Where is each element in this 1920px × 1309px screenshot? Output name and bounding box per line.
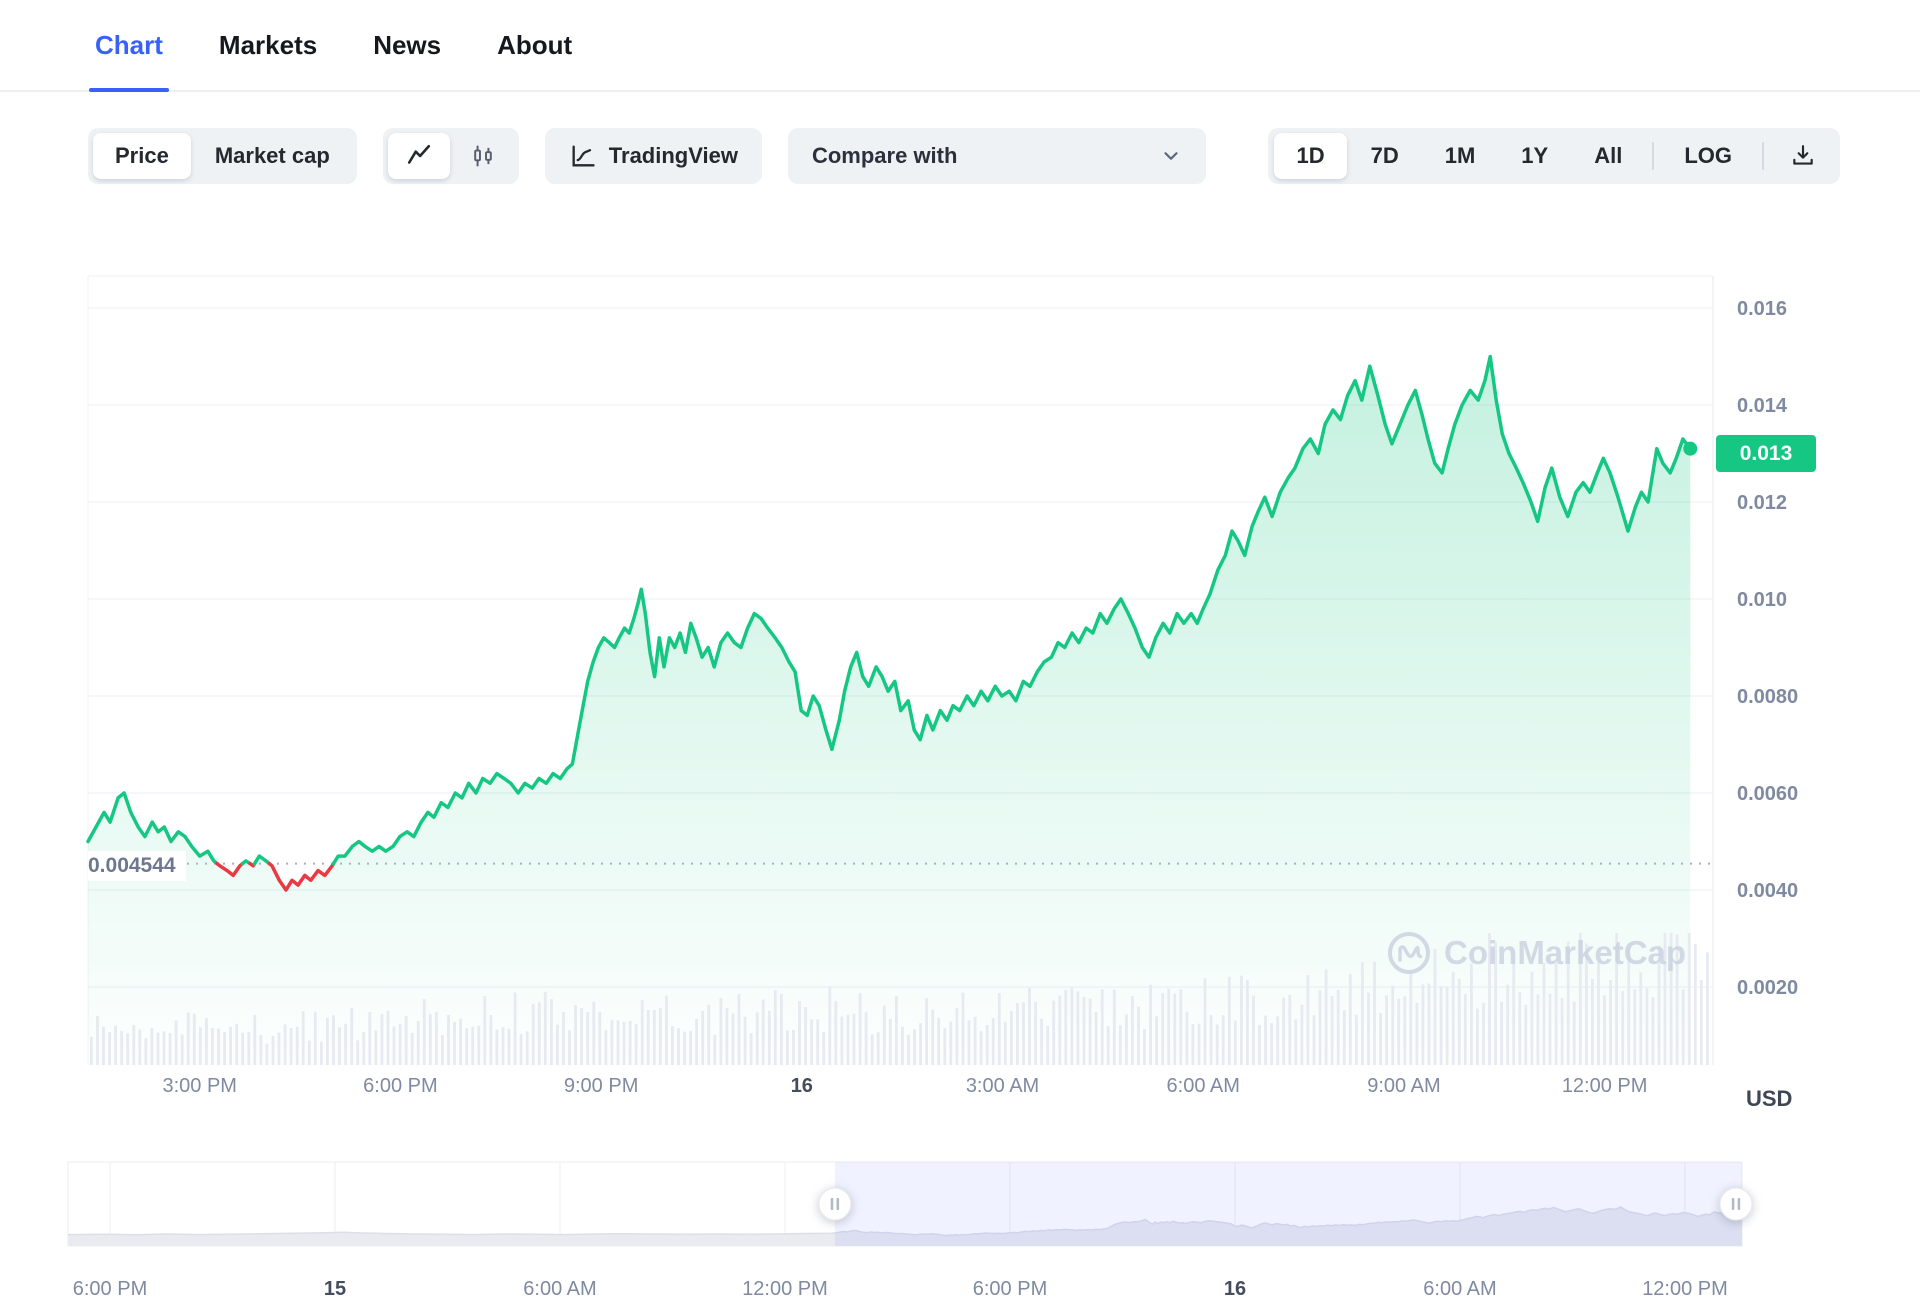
toolbar-left-group: Price Market cap: [88, 128, 1206, 184]
right-range-handle[interactable]: [1719, 1187, 1753, 1221]
candlestick-icon: [470, 143, 496, 169]
chart-type-toggle: [382, 128, 519, 184]
svg-text:9:00 AM: 9:00 AM: [1367, 1075, 1440, 1097]
svg-text:3:00 AM: 3:00 AM: [966, 1075, 1039, 1097]
svg-text:0.014: 0.014: [1737, 395, 1788, 417]
svg-text:6:00 AM: 6:00 AM: [523, 1278, 596, 1300]
toolbar-divider: [1762, 142, 1764, 170]
toolbar-divider: [1652, 142, 1655, 170]
compare-with-dropdown[interactable]: Compare with: [787, 128, 1206, 184]
svg-text:0.012: 0.012: [1737, 492, 1787, 514]
usd-axis-label: USD: [1746, 1086, 1793, 1111]
current-price-badge: 0.013: [1716, 435, 1816, 472]
range-7d-button[interactable]: 7D: [1349, 133, 1421, 179]
svg-text:12:00 PM: 12:00 PM: [1642, 1278, 1728, 1300]
svg-text:9:00 PM: 9:00 PM: [564, 1075, 638, 1097]
left-range-handle[interactable]: [818, 1187, 852, 1221]
range-1d-button[interactable]: 1D: [1274, 133, 1347, 179]
tradingview-label: TradingView: [608, 143, 738, 168]
line-chart-icon: [406, 143, 432, 169]
compare-with-label: Compare with: [811, 143, 958, 168]
svg-text:6:00 PM: 6:00 PM: [973, 1278, 1047, 1300]
svg-text:0.010: 0.010: [1737, 589, 1787, 611]
range-1m-button[interactable]: 1M: [1423, 133, 1498, 179]
svg-text:12:00 PM: 12:00 PM: [1562, 1075, 1648, 1097]
tradingview-button[interactable]: TradingView: [544, 128, 762, 184]
tab-chart[interactable]: Chart: [89, 0, 169, 92]
tab-bar: Chart Markets News About: [0, 0, 1920, 92]
svg-text:0.0040: 0.0040: [1737, 880, 1798, 902]
svg-text:16: 16: [1224, 1278, 1246, 1300]
svg-text:0.0080: 0.0080: [1737, 686, 1798, 708]
tab-about[interactable]: About: [497, 0, 572, 90]
market-cap-toggle-button[interactable]: Market cap: [193, 133, 352, 179]
tradingview-chart-icon: [569, 142, 597, 170]
svg-text:16: 16: [791, 1075, 813, 1097]
chart-toolbar: Price Market cap: [88, 128, 1840, 184]
svg-text:3:00 PM: 3:00 PM: [162, 1075, 236, 1097]
log-scale-button[interactable]: LOG: [1662, 133, 1754, 179]
range-navigator[interactable]: 6:00 PM 15 6:00 AM 12:00 PM 6:00 PM 16 6:00 AM…: [0, 1155, 1920, 1309]
metric-toggle: Price Market cap: [88, 128, 357, 184]
svg-text:12:00 PM: 12:00 PM: [742, 1278, 828, 1300]
svg-text:0.0020: 0.0020: [1737, 977, 1798, 999]
svg-text:0.0060: 0.0060: [1737, 783, 1798, 805]
price-toggle-button[interactable]: Price: [93, 133, 191, 179]
tab-news[interactable]: News: [373, 0, 441, 90]
svg-text:6:00 PM: 6:00 PM: [363, 1075, 437, 1097]
download-icon: [1790, 143, 1816, 169]
candlestick-chart-type-button[interactable]: [452, 133, 514, 179]
svg-text:6:00 AM: 6:00 AM: [1423, 1278, 1496, 1300]
svg-text:15: 15: [324, 1278, 346, 1300]
main-price-chart[interactable]: 0.016 0.014 0.012 0.010 0.0080 0.0060 0.0040 0.…: [0, 218, 1920, 1118]
svg-text:6:00 PM: 6:00 PM: [73, 1278, 147, 1300]
range-1y-button[interactable]: 1Y: [1499, 133, 1570, 179]
chevron-down-icon: [1160, 145, 1182, 167]
range-selector: 1D 7D 1M 1Y All LOG: [1268, 128, 1840, 184]
svg-text:0.016: 0.016: [1737, 298, 1787, 320]
open-price-label: 0.004544: [88, 851, 186, 881]
range-all-button[interactable]: All: [1572, 133, 1644, 179]
line-chart-type-button[interactable]: [387, 133, 450, 179]
svg-text:6:00 AM: 6:00 AM: [1167, 1075, 1240, 1097]
tab-markets[interactable]: Markets: [219, 0, 317, 90]
selected-range[interactable]: [834, 1162, 1742, 1246]
download-chart-button[interactable]: [1772, 133, 1834, 179]
